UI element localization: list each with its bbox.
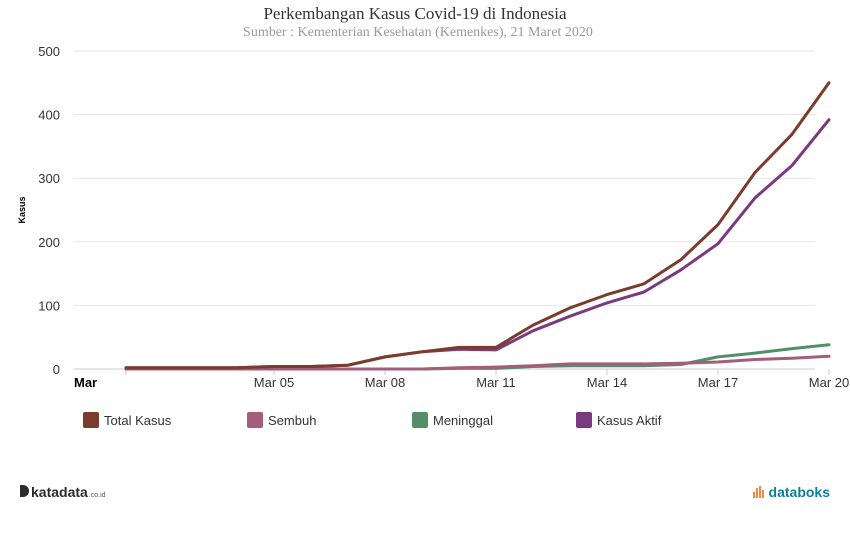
- x-tick-label: Mar 11: [476, 375, 516, 390]
- y-axis-label: Kasus: [17, 196, 27, 223]
- x-tick-label: Mar 20: [809, 375, 849, 390]
- legend-item-sembuh[interactable]: Sembuh: [247, 410, 316, 430]
- databoks-logo-icon: [752, 486, 765, 498]
- legend-label: Kasus Aktif: [597, 412, 662, 428]
- katadata-logo-icon: [20, 485, 29, 497]
- legend-swatch: [247, 412, 263, 428]
- y-axis-ticks: 0 100 200 300 400 500: [38, 44, 60, 377]
- series-line-kasus-aktif[interactable]: [124, 118, 831, 370]
- legend-swatch: [83, 412, 99, 428]
- y-tick-label: 500: [38, 44, 60, 59]
- legend-item-total-kasus[interactable]: Total Kasus: [83, 410, 171, 430]
- series-lines: [124, 81, 831, 371]
- legend-label: Sembuh: [268, 412, 317, 428]
- x-axis-ticks: Mar Mar 05 Mar 08 Mar 11 Mar 14 Mar 17 Mar 20: [74, 369, 849, 390]
- databoks-logo-text: databoks: [768, 484, 830, 500]
- katadata-logo-suffix: .co.id: [88, 492, 106, 499]
- chart-title: Perkembangan Kasus Covid-19 di Indonesia: [263, 4, 567, 23]
- y-tick-label: 200: [38, 235, 60, 250]
- legend-swatch: [576, 412, 592, 428]
- chart-subtitle: Sumber : Kementerian Kesehatan (Kemenkes…: [243, 25, 593, 40]
- katadata-logo-text: katadata: [31, 484, 88, 500]
- y-tick-label: 0: [53, 362, 60, 377]
- grid-lines: [74, 50, 815, 370]
- x-tick-label: Mar 17: [698, 375, 738, 390]
- y-tick-label: 300: [38, 171, 60, 186]
- legend-label: Total Kasus: [104, 412, 172, 428]
- y-tick-label: 100: [38, 298, 60, 313]
- x-tick-label: Mar 05: [254, 375, 294, 390]
- x-tick-label: Mar: [74, 375, 97, 390]
- legend-label: Meninggal: [433, 412, 493, 428]
- databoks-logo: databoks: [752, 484, 830, 500]
- series-line-total-kasus[interactable]: [124, 81, 831, 370]
- x-tick-label: Mar 14: [587, 375, 627, 390]
- legend-item-kasus-aktif[interactable]: Kasus Aktif: [576, 410, 661, 430]
- legend-item-meninggal[interactable]: Meninggal: [412, 410, 493, 430]
- x-tick-label: Mar 08: [365, 375, 405, 390]
- legend-swatch: [412, 412, 428, 428]
- y-tick-label: 400: [38, 108, 60, 123]
- katadata-logo: katadata .co.id: [20, 484, 106, 500]
